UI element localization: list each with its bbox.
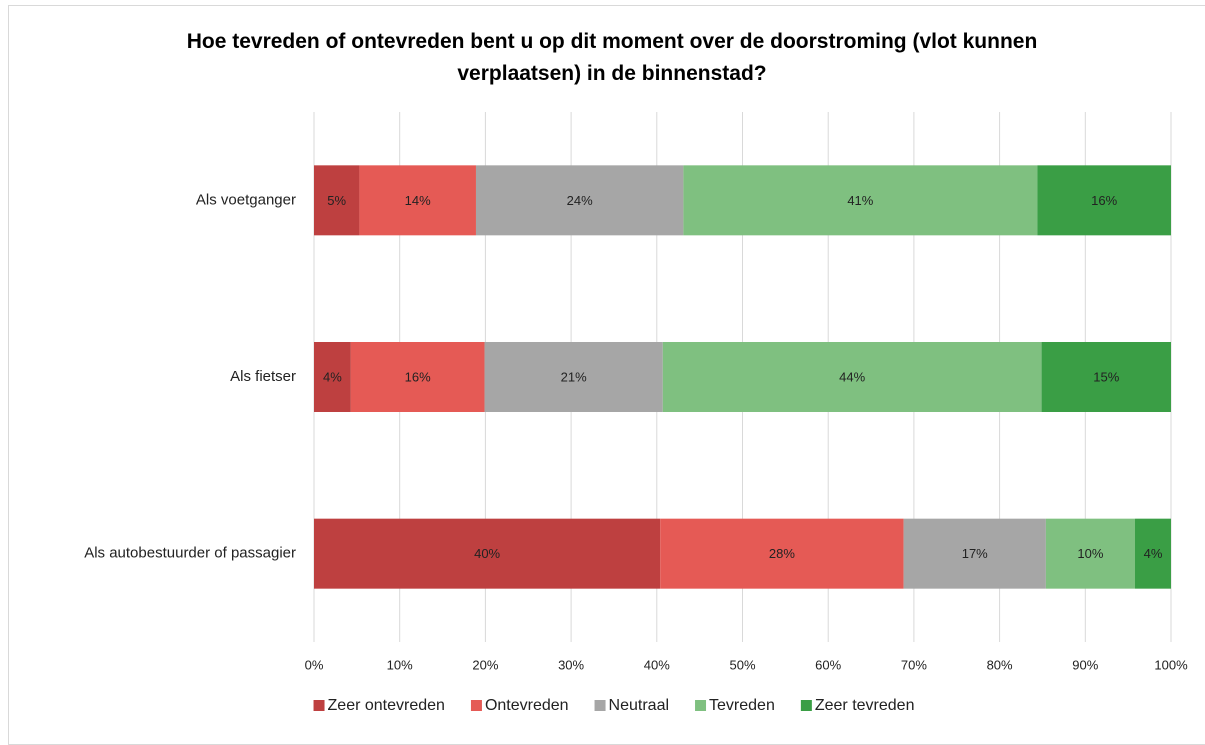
x-tick-label: 40%: [644, 657, 670, 672]
bar-segment: [1135, 518, 1171, 589]
data-label: 40%: [474, 546, 500, 561]
bar-segment: [350, 342, 485, 412]
bar-segment: [1045, 518, 1136, 589]
bar-segment: [314, 342, 351, 412]
bar-segment: [314, 518, 661, 589]
x-tick-label: 90%: [1072, 657, 1098, 672]
data-label: 4%: [323, 369, 342, 384]
legend-swatch: [800, 700, 812, 711]
legend-label: Zeer ontevreden: [328, 697, 445, 714]
legend-label: Ontevreden: [485, 697, 569, 714]
data-label: 10%: [1077, 546, 1103, 561]
x-tick-label: 60%: [815, 657, 841, 672]
data-label: 17%: [962, 546, 988, 561]
x-tick-label: 50%: [729, 657, 755, 672]
data-label: 28%: [769, 546, 795, 561]
data-label: 5%: [327, 193, 346, 208]
x-tick-label: 20%: [472, 657, 498, 672]
data-label: 14%: [405, 193, 431, 208]
data-label: 15%: [1093, 369, 1119, 384]
bar-segment: [1041, 342, 1171, 412]
data-label: 16%: [1091, 193, 1117, 208]
bar-segment: [475, 165, 684, 236]
data-label: 44%: [839, 369, 865, 384]
data-label: 41%: [847, 193, 873, 208]
bar-segment: [662, 342, 1042, 412]
legend-swatch: [313, 700, 325, 711]
bar-segment: [359, 165, 476, 236]
chart-title: Hoe tevreden of ontevreden bent u op dit…: [186, 30, 1038, 85]
data-label: 4%: [1144, 546, 1163, 561]
x-tick-label: 10%: [387, 657, 413, 672]
legend-label: Zeer tevreden: [815, 697, 915, 714]
bar-segment: [660, 518, 904, 589]
data-label: 21%: [561, 369, 587, 384]
legend-label: Neutraal: [609, 697, 669, 714]
x-tick-label: 70%: [901, 657, 927, 672]
category-label: Als fietser: [230, 368, 296, 385]
data-label: 16%: [405, 369, 431, 384]
bar-segment: [1037, 165, 1171, 236]
legend-swatch: [470, 700, 482, 711]
bar-segment: [484, 342, 663, 412]
bar-segment: [314, 165, 360, 236]
legend-swatch: [695, 700, 707, 711]
x-tick-label: 100%: [1154, 657, 1188, 672]
category-label: Als autobestuurder of passagier: [84, 545, 296, 562]
legend-label: Tevreden: [709, 697, 775, 714]
legend-swatch: [594, 700, 606, 711]
x-tick-label: 80%: [987, 657, 1013, 672]
bar-segment: [903, 518, 1046, 589]
x-tick-label: 0%: [305, 657, 324, 672]
category-label: Als voetganger: [196, 191, 296, 208]
data-label: 24%: [567, 193, 593, 208]
bar-segment: [683, 165, 1038, 236]
x-tick-label: 30%: [558, 657, 584, 672]
